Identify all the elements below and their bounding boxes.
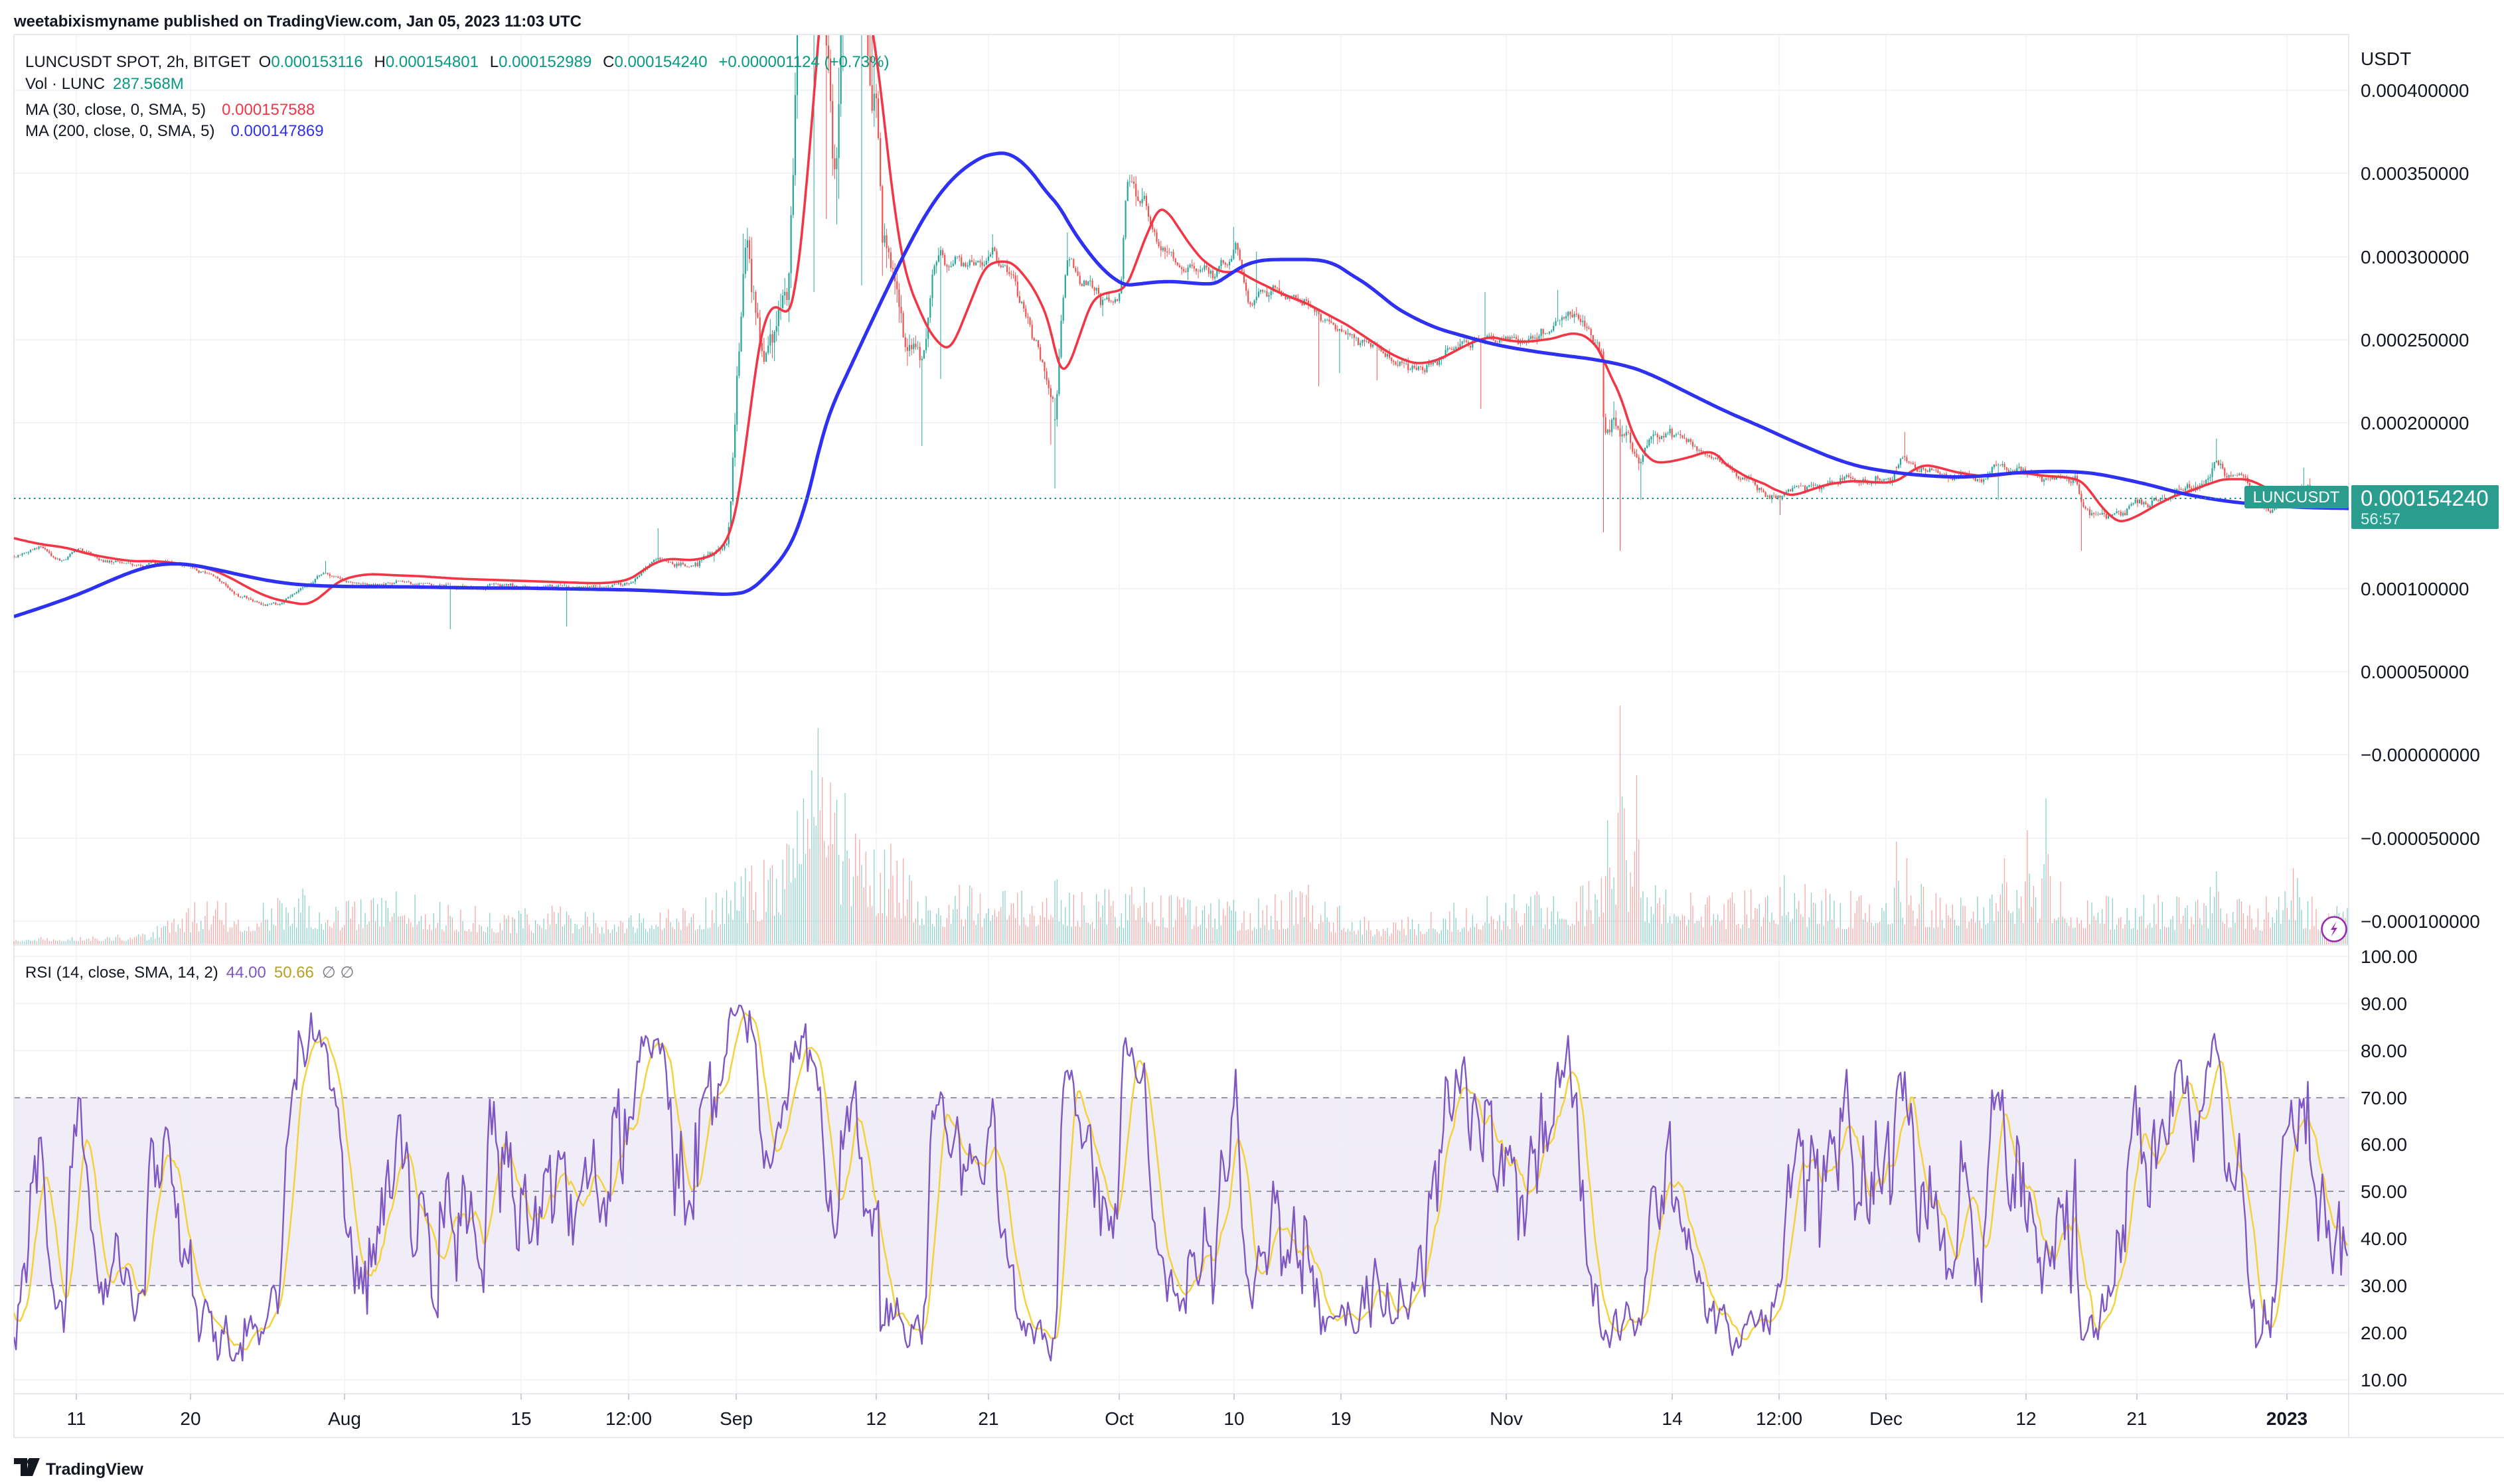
svg-text:MA (30, close, 0, SMA, 5) 0.0: MA (30, close, 0, SMA, 5) 0.000157588	[25, 101, 315, 119]
svg-text:0.000154240: 0.000154240	[2361, 486, 2489, 510]
svg-text:40.00: 40.00	[2361, 1228, 2407, 1249]
svg-text:19: 19	[1330, 1408, 1351, 1429]
svg-text:0.000350000: 0.000350000	[2361, 163, 2469, 184]
svg-text:10.00: 10.00	[2361, 1370, 2407, 1390]
svg-text:0.000100000: 0.000100000	[2361, 579, 2469, 599]
svg-text:14: 14	[1662, 1408, 1682, 1429]
svg-text:TradingView: TradingView	[46, 1460, 143, 1479]
svg-text:0.000300000: 0.000300000	[2361, 247, 2469, 267]
svg-text:Nov: Nov	[1490, 1408, 1523, 1429]
svg-text:21: 21	[978, 1408, 998, 1429]
svg-text:70.00: 70.00	[2361, 1088, 2407, 1108]
svg-text:90.00: 90.00	[2361, 994, 2407, 1014]
svg-text:Sep: Sep	[720, 1408, 753, 1429]
svg-text:21: 21	[2126, 1408, 2147, 1429]
svg-text:12:00: 12:00	[1756, 1408, 1802, 1429]
svg-text:−0.000100000: −0.000100000	[2361, 911, 2480, 932]
svg-text:0.000200000: 0.000200000	[2361, 413, 2469, 433]
svg-text:20.00: 20.00	[2361, 1323, 2407, 1343]
svg-text:Dec: Dec	[1869, 1408, 1903, 1429]
svg-text:Oct: Oct	[1105, 1408, 1134, 1429]
svg-text:Aug: Aug	[328, 1408, 361, 1429]
svg-text:−0.000050000: −0.000050000	[2361, 828, 2480, 849]
svg-text:20: 20	[180, 1408, 200, 1429]
svg-text:15: 15	[510, 1408, 531, 1429]
svg-text:12: 12	[2015, 1408, 2036, 1429]
svg-text:50.00: 50.00	[2361, 1181, 2407, 1202]
svg-text:RSI (14, close, SMA, 14, 2) 44: RSI (14, close, SMA, 14, 2) 44.00 50.66 …	[25, 964, 354, 982]
svg-text:LUNCUSDT: LUNCUSDT	[2253, 488, 2340, 506]
svg-text:0.000050000: 0.000050000	[2361, 662, 2469, 682]
svg-text:LUNCUSDT SPOT, 2h, BITGET O0.0: LUNCUSDT SPOT, 2h, BITGET O0.000153116 H…	[25, 53, 890, 71]
svg-text:−0.000000000: −0.000000000	[2361, 745, 2480, 765]
svg-text:100.00: 100.00	[2361, 946, 2418, 967]
svg-text:0.000250000: 0.000250000	[2361, 330, 2469, 350]
svg-text:10: 10	[1223, 1408, 1244, 1429]
svg-text:80.00: 80.00	[2361, 1041, 2407, 1061]
svg-text:60.00: 60.00	[2361, 1134, 2407, 1155]
svg-text:Vol · LUNC 287.568M: Vol · LUNC 287.568M	[25, 75, 184, 93]
svg-text:2023: 2023	[2266, 1408, 2308, 1429]
svg-text:30.00: 30.00	[2361, 1276, 2407, 1296]
svg-text:USDT: USDT	[2361, 48, 2411, 69]
svg-text:MA (200, close, 0, SMA, 5) 0.: MA (200, close, 0, SMA, 5) 0.000147869	[25, 122, 324, 140]
svg-text:12:00: 12:00	[605, 1408, 652, 1429]
svg-text:0.000400000: 0.000400000	[2361, 80, 2469, 101]
svg-text:12: 12	[866, 1408, 886, 1429]
svg-text:weetabixismyname published on: weetabixismyname published on TradingVie…	[13, 13, 582, 31]
svg-text:11: 11	[66, 1408, 86, 1429]
svg-text:56:57: 56:57	[2361, 510, 2400, 528]
